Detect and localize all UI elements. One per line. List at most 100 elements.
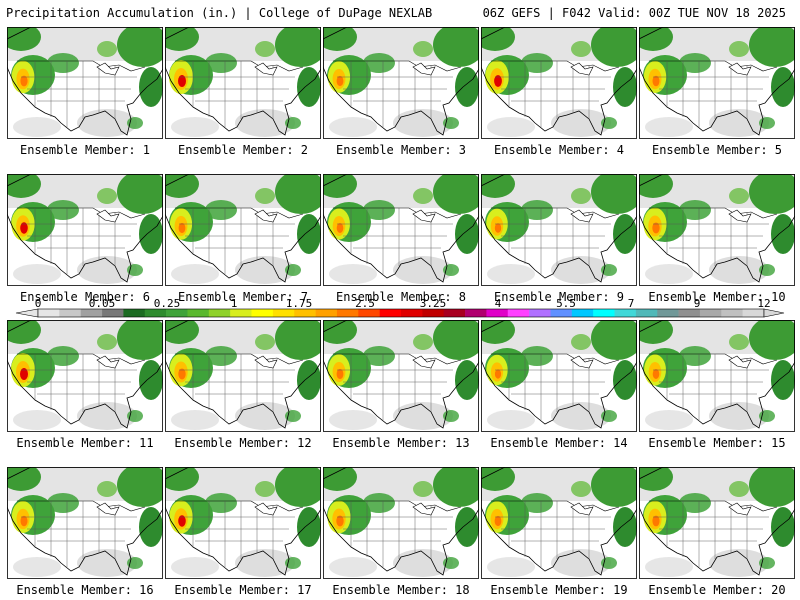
ensemble-member-label: Ensemble Member: 17 — [174, 583, 312, 597]
colorbar-tick-label: 4 — [494, 297, 502, 310]
colorbar-swatch — [59, 309, 82, 317]
ensemble-member-label: Ensemble Member: 2 — [177, 143, 309, 157]
colorbar-swatch — [550, 309, 573, 317]
colorbar-swatch — [166, 309, 188, 317]
colorbar-swatch — [102, 309, 124, 317]
colorbar-swatch — [529, 309, 551, 317]
ensemble-member-label: Ensemble Member: 15 — [648, 436, 786, 450]
ensemble-member-label: Ensemble Member: 8 — [335, 290, 467, 304]
colorbar-swatch — [443, 309, 466, 317]
ensemble-member-label: Ensemble Member: 6 — [19, 290, 151, 304]
ensemble-member-label: Ensemble Member: 16 — [16, 583, 154, 597]
colorbar-swatch — [657, 309, 679, 317]
colorbar-tick-label: 0 — [34, 297, 42, 310]
colorbar-swatch — [208, 309, 231, 317]
ensemble-member-label: Ensemble Member: 18 — [332, 583, 470, 597]
precip-map — [323, 320, 479, 432]
ensemble-member-panel: Ensemble Member: 13 — [323, 320, 479, 450]
precip-map — [639, 27, 795, 139]
valid-time-label: 06Z GEFS | F042 Valid: 00Z TUE NOV 18 20… — [482, 6, 786, 20]
colorbar-swatch — [422, 309, 445, 317]
colorbar-swatch — [571, 309, 594, 317]
colorbar-swatch — [635, 309, 658, 317]
ensemble-member-panel: Ensemble Member: 18 — [323, 467, 479, 597]
ensemble-member-panel: Ensemble Member: 14 — [481, 320, 637, 450]
colorbar-tick-label: 5.5 — [556, 297, 576, 310]
precip-map — [165, 174, 321, 286]
ensemble-member-panel: Ensemble Member: 4 — [481, 27, 637, 157]
precip-map — [639, 320, 795, 432]
colorbar-swatch — [699, 309, 722, 317]
ensemble-member-label: Ensemble Member: 12 — [174, 436, 312, 450]
precip-map — [481, 27, 637, 139]
ensemble-member-panel: Ensemble Member: 16 — [7, 467, 163, 597]
ensemble-member-panel: Ensemble Member: 6 — [7, 174, 163, 304]
ensemble-member-label: Ensemble Member: 10 — [648, 290, 786, 304]
colorbar-swatch — [144, 309, 167, 317]
precip-map — [639, 174, 795, 286]
colorbar-tick-label: 2.5 — [355, 297, 375, 310]
ensemble-member-panel: Ensemble Member: 3 — [323, 27, 479, 157]
ensemble-member-panel: Ensemble Member: 20 — [639, 467, 795, 597]
ensemble-member-label: Ensemble Member: 5 — [651, 143, 783, 157]
ensemble-member-label: Ensemble Member: 19 — [490, 583, 628, 597]
precip-map — [165, 27, 321, 139]
precip-map — [165, 467, 321, 579]
colorbar-swatch — [507, 309, 530, 317]
ensemble-member-label: Ensemble Member: 13 — [332, 436, 470, 450]
ensemble-member-panel: Ensemble Member: 12 — [165, 320, 321, 450]
colorbar-right-arrow — [763, 308, 785, 318]
colorbar-swatch — [230, 309, 252, 317]
colorbar-swatch — [315, 309, 338, 317]
page-title: Precipitation Accumulation (in.) | Colle… — [6, 6, 433, 20]
precip-map — [481, 174, 637, 286]
colorbar-swatch — [614, 309, 637, 317]
precip-map — [323, 174, 479, 286]
ensemble-member-panel: Ensemble Member: 15 — [639, 320, 795, 450]
precip-map — [639, 467, 795, 579]
ensemble-member-label: Ensemble Member: 11 — [16, 436, 154, 450]
colorbar-tick-label: 9 — [693, 297, 701, 310]
precip-map — [7, 467, 163, 579]
precip-map — [481, 320, 637, 432]
colorbar-swatch — [336, 309, 359, 317]
colorbar-swatch — [465, 309, 487, 317]
ensemble-member-panel: Ensemble Member: 9 — [481, 174, 637, 304]
colorbar-tick-label: 12 — [757, 297, 771, 310]
precip-map — [7, 320, 163, 432]
ensemble-member-panel: Ensemble Member: 10 — [639, 174, 795, 304]
precip-map — [7, 27, 163, 139]
precip-map — [323, 27, 479, 139]
ensemble-member-label: Ensemble Member: 1 — [19, 143, 151, 157]
ensemble-member-panel: Ensemble Member: 8 — [323, 174, 479, 304]
colorbar-tick-label: 1.75 — [285, 297, 313, 310]
colorbar-swatch — [80, 309, 103, 317]
colorbar-swatch — [294, 309, 316, 317]
colorbar-swatch — [123, 309, 146, 317]
colorbar-swatch — [401, 309, 423, 317]
ensemble-member-panel: Ensemble Member: 7 — [165, 174, 321, 304]
ensemble-member-label: Ensemble Member: 14 — [490, 436, 628, 450]
colorbar-swatch — [38, 309, 60, 317]
ensemble-member-panel: Ensemble Member: 5 — [639, 27, 795, 157]
colorbar-swatch — [593, 309, 615, 317]
colorbar-swatch — [272, 309, 295, 317]
ensemble-member-label: Ensemble Member: 3 — [335, 143, 467, 157]
ensemble-member-panel: Ensemble Member: 19 — [481, 467, 637, 597]
precip-map — [481, 467, 637, 579]
colorbar-swatch — [742, 309, 765, 317]
ensemble-member-panel: Ensemble Member: 2 — [165, 27, 321, 157]
colorbar-swatch — [486, 309, 509, 317]
colorbar-swatch — [379, 309, 402, 317]
colorbar-tick-label: 1 — [230, 297, 238, 310]
colorbar-swatch — [678, 309, 701, 317]
ensemble-member-panel: Ensemble Member: 11 — [7, 320, 163, 450]
ensemble-member-panel: Ensemble Member: 17 — [165, 467, 321, 597]
colorbar-swatch — [187, 309, 210, 317]
ensemble-member-label: Ensemble Member: 9 — [493, 290, 625, 304]
colorbar-tick-label: 7 — [627, 297, 635, 310]
ensemble-member-panel: Ensemble Member: 1 — [7, 27, 163, 157]
colorbar-left-arrow — [15, 308, 39, 318]
ensemble-member-label: Ensemble Member: 7 — [177, 290, 309, 304]
colorbar-tick-label: 3.25 — [419, 297, 447, 310]
